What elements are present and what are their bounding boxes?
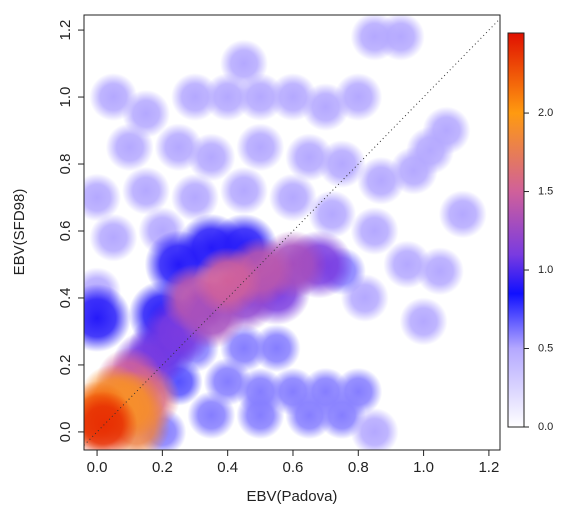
plot-frame bbox=[83, 14, 501, 451]
colorbar-tick-label: 1.5 bbox=[538, 185, 553, 197]
density-blob bbox=[350, 407, 399, 450]
x-axis-label: EBV(Padova) bbox=[247, 488, 338, 505]
colorbar bbox=[507, 32, 525, 428]
y-tick-label: 0.4 bbox=[57, 288, 74, 309]
density-blob bbox=[415, 247, 464, 296]
density-blob bbox=[350, 15, 399, 61]
density-blob bbox=[236, 391, 285, 440]
density-blob bbox=[187, 133, 236, 182]
density-blob bbox=[122, 166, 171, 215]
density-blob bbox=[84, 284, 132, 353]
density-blob bbox=[308, 190, 357, 239]
x-tick-label: 0.2 bbox=[152, 459, 173, 476]
y-tick-label: 0.6 bbox=[57, 221, 74, 242]
density-blob bbox=[84, 391, 138, 450]
y-tick-label: 0.8 bbox=[57, 154, 74, 175]
x-tick-label: 1.2 bbox=[478, 459, 499, 476]
density-blob bbox=[193, 247, 262, 316]
density-blob bbox=[171, 173, 220, 222]
density-blob bbox=[399, 297, 448, 346]
density-blob bbox=[350, 206, 399, 255]
y-axis-label: EBV(SFD98) bbox=[11, 189, 28, 276]
y-tick-label: 1.2 bbox=[57, 20, 74, 41]
density-blob bbox=[438, 190, 487, 239]
colorbar-tick-label: 0.0 bbox=[538, 421, 553, 433]
colorbar-tick-label: 1.0 bbox=[538, 264, 553, 276]
density-blob bbox=[187, 391, 236, 440]
density-blob bbox=[84, 173, 122, 222]
x-tick-label: 1.0 bbox=[413, 459, 434, 476]
colorbar-tick-label: 2.0 bbox=[538, 107, 553, 119]
density-blob bbox=[252, 324, 301, 373]
density-blob bbox=[220, 166, 268, 215]
density-blob bbox=[105, 123, 154, 172]
y-tick-label: 1.0 bbox=[57, 87, 74, 108]
x-tick-label: 0.4 bbox=[217, 459, 238, 476]
density-blob bbox=[406, 126, 455, 175]
density-blob bbox=[357, 156, 406, 205]
x-tick-label: 0.6 bbox=[283, 459, 304, 476]
density-blob bbox=[236, 123, 285, 172]
density-blob bbox=[317, 140, 366, 189]
density-blob bbox=[334, 73, 383, 122]
y-tick-label: 0.2 bbox=[57, 355, 74, 376]
density-blob bbox=[268, 173, 317, 222]
x-tick-label: 0.0 bbox=[87, 459, 108, 476]
colorbar-tick-label: 0.5 bbox=[538, 342, 553, 354]
density-blob bbox=[89, 213, 138, 262]
x-tick-label: 0.8 bbox=[348, 459, 369, 476]
density-layer bbox=[84, 15, 487, 450]
identity-line bbox=[83, 18, 501, 446]
y-tick-label: 0.0 bbox=[57, 421, 74, 442]
